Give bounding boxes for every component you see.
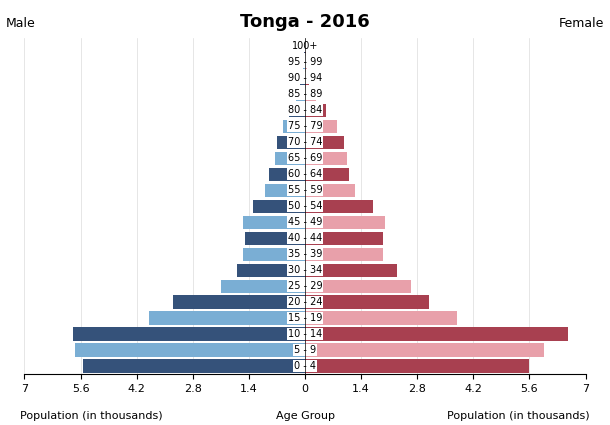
Text: 95 - 99: 95 - 99 xyxy=(288,57,322,67)
Text: 0 - 4: 0 - 4 xyxy=(294,361,316,371)
Bar xyxy=(149,312,305,325)
Bar xyxy=(305,312,458,325)
Text: 15 - 19: 15 - 19 xyxy=(288,313,322,323)
Bar xyxy=(289,104,305,117)
Text: 75 - 79: 75 - 79 xyxy=(288,121,322,131)
Text: 25 - 29: 25 - 29 xyxy=(288,281,322,291)
Text: Population (in thousands): Population (in thousands) xyxy=(20,411,163,421)
Bar xyxy=(305,152,347,165)
Text: 40 - 44: 40 - 44 xyxy=(288,233,322,243)
Bar xyxy=(305,88,316,101)
Bar xyxy=(305,167,349,181)
Text: 65 - 69: 65 - 69 xyxy=(288,153,322,163)
Bar xyxy=(283,119,305,133)
Bar xyxy=(243,247,305,261)
Text: 30 - 34: 30 - 34 xyxy=(288,265,322,275)
Bar xyxy=(265,184,305,197)
Text: Female: Female xyxy=(559,17,604,30)
Bar xyxy=(305,232,383,245)
Bar xyxy=(82,360,305,373)
Bar xyxy=(305,295,429,309)
Bar xyxy=(305,119,337,133)
Bar xyxy=(74,343,305,357)
Bar xyxy=(305,328,567,340)
Text: 80 - 84: 80 - 84 xyxy=(288,105,322,115)
Bar xyxy=(305,360,529,373)
Bar xyxy=(304,40,305,53)
Bar xyxy=(245,232,305,245)
Bar xyxy=(237,264,305,277)
Text: Male: Male xyxy=(6,17,36,30)
Bar xyxy=(305,184,355,197)
Bar xyxy=(305,200,373,212)
Text: 100+: 100+ xyxy=(292,41,318,51)
Bar xyxy=(269,167,305,181)
Bar xyxy=(305,72,309,85)
Bar xyxy=(305,247,383,261)
Text: Age Group: Age Group xyxy=(276,411,334,421)
Text: 45 - 49: 45 - 49 xyxy=(288,217,322,227)
Text: 20 - 24: 20 - 24 xyxy=(288,297,322,307)
Text: 35 - 39: 35 - 39 xyxy=(288,249,322,259)
Bar xyxy=(275,152,305,165)
Text: Population (in thousands): Population (in thousands) xyxy=(447,411,590,421)
Bar xyxy=(173,295,305,309)
Text: 85 - 89: 85 - 89 xyxy=(288,89,322,99)
Bar xyxy=(305,264,397,277)
Text: 55 - 59: 55 - 59 xyxy=(288,185,322,195)
Bar xyxy=(305,56,307,69)
Bar xyxy=(305,40,306,53)
Text: 10 - 14: 10 - 14 xyxy=(288,329,322,339)
Bar xyxy=(305,280,411,293)
Bar xyxy=(303,56,305,69)
Text: 90 - 94: 90 - 94 xyxy=(288,73,322,83)
Bar xyxy=(305,104,326,117)
Bar xyxy=(296,88,305,101)
Bar xyxy=(73,328,305,340)
Bar xyxy=(243,215,305,229)
Text: 70 - 74: 70 - 74 xyxy=(288,137,322,147)
Bar xyxy=(253,200,305,212)
Title: Tonga - 2016: Tonga - 2016 xyxy=(240,13,370,31)
Bar xyxy=(305,343,544,357)
Bar xyxy=(305,215,385,229)
Bar xyxy=(300,72,305,85)
Text: 50 - 54: 50 - 54 xyxy=(288,201,322,211)
Text: 5 - 9: 5 - 9 xyxy=(294,345,316,355)
Bar xyxy=(221,280,305,293)
Bar xyxy=(277,136,305,149)
Bar xyxy=(305,136,344,149)
Text: 60 - 64: 60 - 64 xyxy=(288,169,322,179)
